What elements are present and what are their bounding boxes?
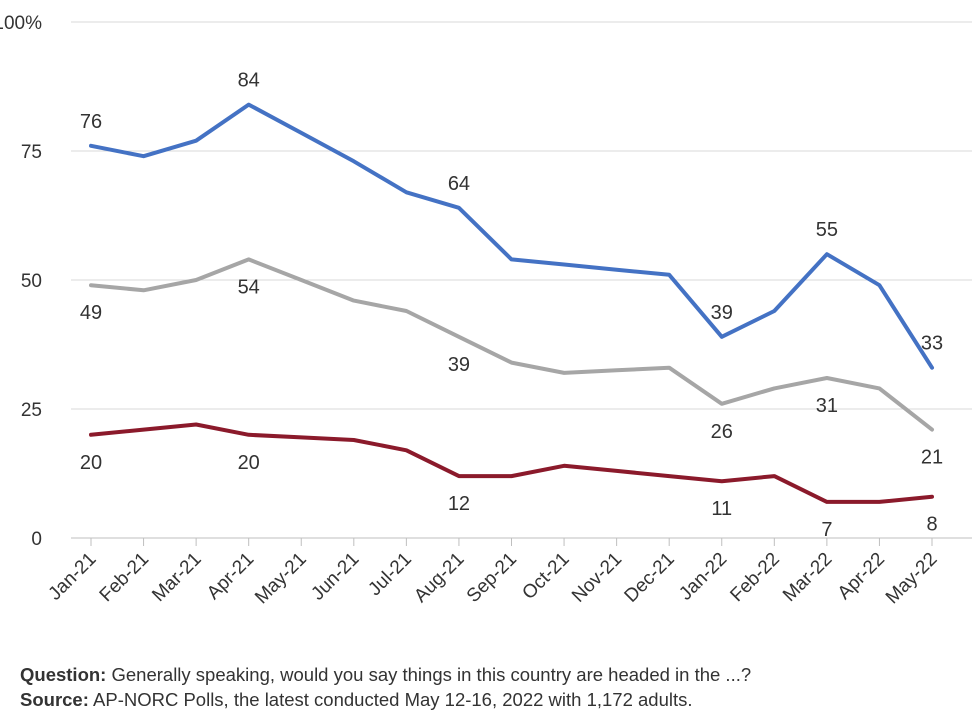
x-tick-label: Feb-22 [726, 549, 783, 606]
question-text: Generally speaking, would you say things… [106, 664, 752, 685]
data-label: 33 [921, 333, 943, 355]
gridlines [71, 21, 972, 539]
x-tick-label: Jan-21 [45, 549, 101, 605]
x-tick-label: Sep-21 [463, 549, 521, 607]
footnote: Question: Generally speaking, would you … [20, 662, 970, 712]
x-tick-label: Apr-21 [203, 549, 258, 604]
x-tick-label: Jun-21 [307, 549, 363, 605]
x-tick-label: Oct-21 [518, 549, 573, 604]
x-tick-label: May-21 [251, 549, 311, 609]
data-label: 11 [711, 498, 732, 520]
data-label: 12 [448, 493, 470, 515]
data-label: 31 [816, 395, 838, 417]
x-tick-label: Aug-21 [410, 549, 468, 607]
y-tick-label: 0 [31, 529, 42, 550]
series-line-2 [89, 257, 934, 432]
data-label: 20 [238, 452, 260, 474]
x-tick-label: Jul-21 [364, 549, 415, 600]
source-label: Source: [20, 689, 89, 710]
line-chart: 0255075100% Jan-21Feb-21Mar-21Apr-21May-… [0, 13, 972, 608]
source-line: Source: AP-NORC Polls, the latest conduc… [20, 687, 970, 712]
x-tick-label: Mar-22 [779, 549, 836, 606]
data-label: 84 [238, 70, 260, 92]
x-tick-label: Nov-21 [568, 549, 626, 607]
data-label: 8 [926, 514, 937, 536]
data-label: 49 [80, 302, 102, 324]
y-tick-label: 50 [21, 271, 42, 292]
data-label: 21 [921, 447, 943, 469]
x-tick-label: Dec-21 [621, 549, 679, 607]
data-label: 20 [80, 452, 102, 474]
series-line-1 [89, 102, 934, 370]
x-tick-label: May-22 [882, 549, 942, 609]
data-labels: 76 84 64 39 55 33 49 54 39 26 31 21 20 20 12 11 7 8 [80, 70, 943, 541]
y-tick-label: 100% [0, 13, 42, 34]
question-line: Question: Generally speaking, would you … [20, 662, 970, 687]
data-label: 39 [711, 302, 733, 324]
series-lines [89, 102, 934, 504]
question-label: Question: [20, 664, 107, 685]
y-tick-label: 25 [21, 400, 42, 421]
x-tick-label: Jan-22 [675, 549, 731, 605]
data-label: 55 [816, 219, 838, 241]
data-label: 7 [821, 519, 832, 541]
y-axis-ticks: 0 25 50 75 100% [0, 13, 42, 550]
x-tick-label: Apr-22 [834, 549, 889, 604]
data-label: 64 [448, 173, 470, 195]
x-tick-label: Feb-21 [96, 549, 153, 606]
series-line-3 [89, 422, 934, 504]
data-label: 26 [711, 421, 733, 443]
y-tick-label: 75 [21, 142, 42, 163]
data-label: 39 [448, 354, 470, 376]
x-tick-label: Mar-21 [148, 549, 205, 606]
source-text: AP-NORC Polls, the latest conducted May … [88, 689, 693, 710]
data-label: 54 [238, 276, 260, 298]
data-label: 76 [80, 111, 102, 133]
